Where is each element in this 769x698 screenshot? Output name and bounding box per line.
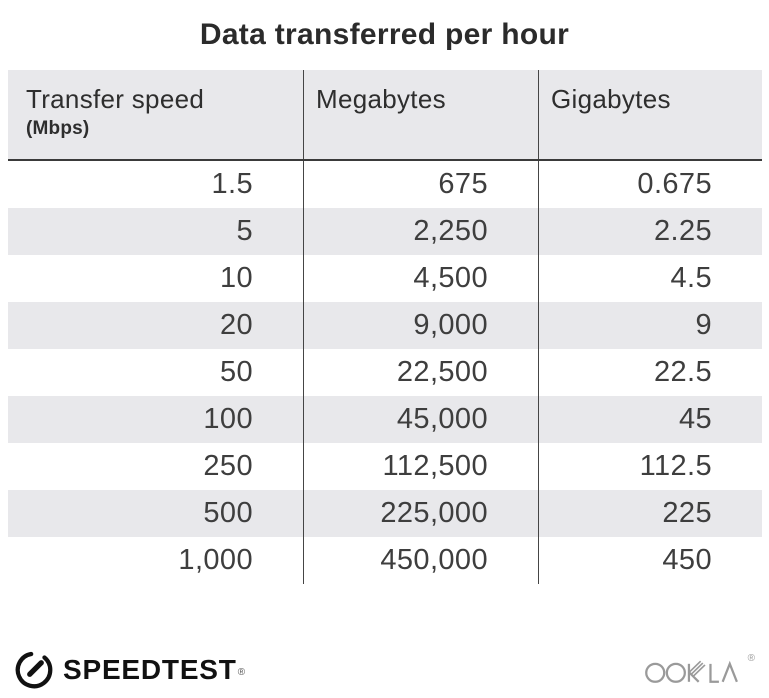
ookla-trademark: ® bbox=[747, 653, 755, 664]
table-row: 100 45,000 45 bbox=[8, 396, 762, 443]
cell-gigabytes: 112.5 bbox=[538, 443, 762, 490]
table-row: 50 22,500 22.5 bbox=[8, 349, 762, 396]
cell-speed: 50 bbox=[219, 356, 253, 388]
cell-megabytes: 4,500 bbox=[303, 255, 538, 302]
cell-speed: 1.5 bbox=[211, 168, 253, 200]
cell-gigabytes: 9 bbox=[538, 302, 762, 349]
ookla-logo: ® bbox=[644, 653, 755, 687]
column-header-transfer-speed: Transfer speed (Mbps) bbox=[8, 70, 303, 159]
page-title: Data transferred per hour bbox=[199, 18, 570, 51]
cell-megabytes: 9,000 bbox=[303, 302, 538, 349]
table-row: 10 4,500 4.5 bbox=[8, 255, 762, 302]
speedtest-gauge-icon bbox=[14, 650, 54, 690]
column-header-gigabytes: Gigabytes bbox=[538, 70, 762, 159]
cell-speed: 10 bbox=[219, 262, 253, 294]
column-header-megabytes: Megabytes bbox=[303, 70, 538, 159]
cell-gigabytes: 45 bbox=[538, 396, 762, 443]
speedtest-trademark: ® bbox=[237, 666, 246, 678]
column-header-label: Gigabytes bbox=[551, 84, 671, 114]
ookla-wordmark-icon bbox=[644, 653, 747, 687]
cell-speed: 250 bbox=[203, 450, 253, 482]
table-row: 1,000 450,000 450 bbox=[8, 537, 762, 584]
column-header-label: Transfer speed bbox=[26, 84, 205, 114]
cell-gigabytes: 22.5 bbox=[538, 349, 762, 396]
table-row: 1.5 675 0.675 bbox=[8, 161, 762, 208]
table-row: 20 9,000 9 bbox=[8, 302, 762, 349]
speedtest-logo: SPEEDTEST ® bbox=[14, 650, 245, 690]
cell-megabytes: 2,250 bbox=[303, 208, 538, 255]
table-row: 250 112,500 112.5 bbox=[8, 443, 762, 490]
cell-speed: 5 bbox=[236, 215, 253, 247]
data-table: Transfer speed (Mbps) Megabytes Gigabyte… bbox=[8, 70, 762, 584]
cell-speed: 500 bbox=[203, 497, 253, 529]
column-header-label: Megabytes bbox=[316, 84, 446, 114]
cell-gigabytes: 4.5 bbox=[538, 255, 762, 302]
cell-speed: 20 bbox=[219, 309, 253, 341]
cell-megabytes: 450,000 bbox=[303, 537, 538, 584]
speedtest-wordmark: SPEEDTEST bbox=[63, 654, 237, 685]
table-row: 500 225,000 225 bbox=[8, 490, 762, 537]
table-row: 5 2,250 2.25 bbox=[8, 208, 762, 255]
cell-speed: 100 bbox=[203, 403, 253, 435]
column-header-sublabel: (Mbps) bbox=[26, 118, 90, 139]
footer: SPEEDTEST ® ® bbox=[0, 646, 769, 694]
cell-megabytes: 45,000 bbox=[303, 396, 538, 443]
cell-gigabytes: 450 bbox=[538, 537, 762, 584]
cell-gigabytes: 225 bbox=[538, 490, 762, 537]
cell-megabytes: 225,000 bbox=[303, 490, 538, 537]
cell-megabytes: 112,500 bbox=[303, 443, 538, 490]
cell-megabytes: 22,500 bbox=[303, 349, 538, 396]
cell-gigabytes: 2.25 bbox=[538, 208, 762, 255]
cell-gigabytes: 0.675 bbox=[538, 161, 762, 208]
table-header-row: Transfer speed (Mbps) Megabytes Gigabyte… bbox=[8, 70, 762, 161]
cell-megabytes: 675 bbox=[303, 161, 538, 208]
cell-speed: 1,000 bbox=[178, 544, 253, 576]
